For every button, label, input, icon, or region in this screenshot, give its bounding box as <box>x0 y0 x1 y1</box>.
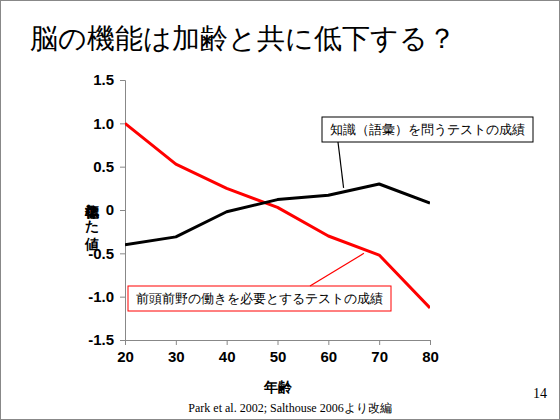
y-tick: 0.5 <box>93 158 125 175</box>
x-tick: 50 <box>270 340 287 365</box>
slide-frame <box>1 1 560 420</box>
y-tick-label: -1.0 <box>88 288 114 305</box>
y-tick-label: 1.0 <box>93 115 114 132</box>
x-tick-label: 40 <box>219 348 236 365</box>
y-tick-label: -0.5 <box>88 245 114 262</box>
x-tick-label: 60 <box>320 348 337 365</box>
x-tick: 80 <box>422 340 439 365</box>
y-axis-title: 標準化した値 <box>83 194 100 252</box>
y-tick: -1.5 <box>88 331 125 348</box>
series-label-box <box>128 286 391 311</box>
x-tick-mark <box>379 340 380 345</box>
x-tick-mark <box>227 340 228 345</box>
y-tick-label: 1.5 <box>93 71 114 88</box>
y-tick-mark <box>120 167 125 168</box>
x-tick-label: 20 <box>117 348 134 365</box>
series-label: 前頭前野の働きを必要とするテストの成績 <box>136 291 383 306</box>
series-label-box <box>322 117 533 142</box>
x-tick: 20 <box>117 340 134 365</box>
x-tick: 60 <box>320 340 337 365</box>
x-tick-label: 70 <box>371 348 388 365</box>
y-tick: 0 <box>106 201 125 218</box>
y-tick: 1.0 <box>93 115 125 132</box>
y-tick: 1.5 <box>93 71 125 88</box>
x-axis-line <box>126 341 431 346</box>
callout-pointer <box>310 253 364 286</box>
x-tick-mark <box>328 340 329 345</box>
x-tick: 70 <box>371 340 388 365</box>
y-tick: -0.5 <box>88 245 125 262</box>
y-tick-label: 0.5 <box>93 158 114 175</box>
y-tick-mark <box>120 80 125 81</box>
x-tick-mark <box>430 340 431 345</box>
y-tick-mark <box>120 253 125 254</box>
series-callouts: 前頭前野の働きを必要とするテストの成績 知識（語彙）を問うテストの成績 <box>128 117 533 311</box>
x-tick-mark <box>176 340 177 345</box>
series-label: 知識（語彙）を問うテストの成績 <box>330 122 525 137</box>
x-tick-label: 30 <box>168 348 185 365</box>
series-line <box>125 123 430 308</box>
series-line <box>125 184 430 245</box>
x-axis: 20 30 40 50 60 70 80 <box>117 340 439 365</box>
x-tick-label: 50 <box>270 348 287 365</box>
y-tick-mark <box>120 340 125 341</box>
y-tick: -1.0 <box>88 288 125 305</box>
x-tick-label: 80 <box>422 348 439 365</box>
source-note: Park et al. 2002; Salthouse 2006より改編 <box>188 401 391 415</box>
y-tick-label: 0 <box>106 201 114 218</box>
x-tick: 40 <box>219 340 236 365</box>
x-tick: 30 <box>168 340 185 365</box>
y-tick-mark <box>120 297 125 298</box>
x-axis-title: 年齢 <box>263 379 293 395</box>
title: 脳の機能は加齢と共に低下する？ <box>30 22 456 55</box>
y-tick-mark <box>120 210 125 211</box>
y-tick-mark <box>120 123 125 124</box>
y-tick-label: -1.5 <box>88 331 114 348</box>
callout-pointer <box>338 142 344 188</box>
x-tick-mark <box>278 340 279 345</box>
chart: 脳の機能は加齢と共に低下する？ -1.5 -1.0 -0.5 0 0.5 1.0 1.5 20 3… <box>0 0 560 420</box>
plot-lines <box>125 123 430 308</box>
x-tick-mark <box>125 340 126 345</box>
y-axis-line <box>120 81 126 341</box>
page-number: 14 <box>533 386 547 401</box>
